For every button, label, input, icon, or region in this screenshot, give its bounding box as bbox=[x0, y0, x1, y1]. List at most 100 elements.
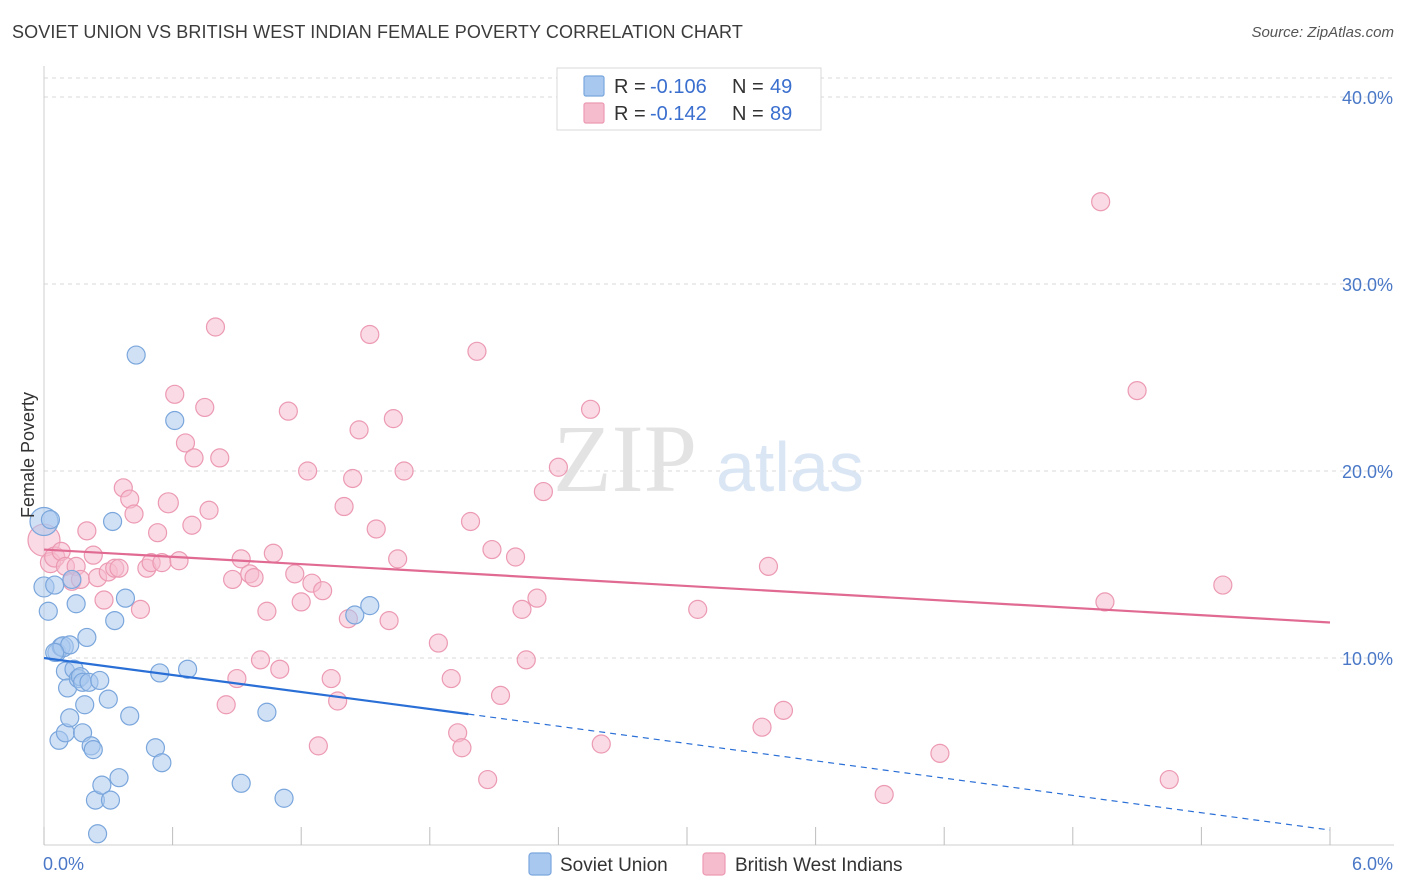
british-west-indians-point bbox=[124, 504, 144, 524]
british-west-indians-point bbox=[591, 734, 611, 754]
series-british-west-indians bbox=[27, 192, 1233, 805]
british-west-indians-point bbox=[441, 668, 461, 689]
soviet-union-point bbox=[102, 511, 123, 532]
bottom-legend-swatch-british-west-indians bbox=[702, 852, 726, 876]
british-west-indians-point bbox=[379, 610, 399, 631]
legend-n-label-pink: N = bbox=[732, 103, 764, 125]
soviet-union-point bbox=[274, 788, 294, 808]
british-west-indians-point bbox=[109, 558, 129, 578]
soviet-union-point bbox=[38, 601, 58, 621]
soviet-union-point bbox=[62, 569, 82, 590]
british-west-indians-point bbox=[231, 549, 251, 569]
british-west-indians-point bbox=[752, 717, 772, 737]
soviet-union-point bbox=[98, 689, 118, 709]
british-west-indians-point bbox=[343, 468, 363, 489]
tick-labels: 10.0% 20.0% 30.0% 40.0% 0.0% 6.0% bbox=[43, 88, 1393, 874]
soviet-union-point bbox=[92, 775, 112, 795]
british-west-indians-point bbox=[383, 409, 403, 429]
british-west-indians-point bbox=[328, 691, 348, 711]
legend-n-value-blue: 49 bbox=[770, 76, 792, 98]
british-west-indians-point bbox=[580, 399, 601, 419]
british-west-indians-point bbox=[334, 496, 354, 517]
soviet-union-point bbox=[45, 575, 65, 595]
british-west-indians-point bbox=[548, 457, 569, 477]
british-west-indians-point bbox=[263, 543, 283, 563]
british-west-indians-point bbox=[77, 521, 97, 541]
soviet-union-point bbox=[345, 605, 365, 625]
legend-n-value-pink: 89 bbox=[770, 103, 792, 125]
bottom-legend-swatch-soviet-union bbox=[528, 852, 552, 876]
y-tick-label: 20.0% bbox=[1342, 462, 1393, 482]
british-west-indians-point bbox=[291, 592, 311, 612]
y-tick-label: 10.0% bbox=[1342, 649, 1393, 669]
y-axis-title: Female Poverty bbox=[18, 392, 38, 518]
british-west-indians-point bbox=[94, 590, 114, 610]
y-tick-label: 40.0% bbox=[1342, 88, 1393, 108]
british-west-indians-point bbox=[1091, 192, 1111, 212]
british-west-indians-point bbox=[195, 397, 215, 418]
british-west-indians-point bbox=[366, 519, 386, 539]
british-west-indians-point bbox=[257, 601, 277, 621]
british-west-indians-point bbox=[169, 551, 189, 571]
british-west-indians-point bbox=[773, 700, 794, 720]
british-west-indians-point bbox=[298, 461, 318, 481]
british-west-indians-point bbox=[321, 668, 341, 689]
soviet-union-point bbox=[360, 596, 380, 616]
watermark: ZIP atlas bbox=[553, 405, 864, 512]
british-west-indians-point bbox=[205, 317, 226, 337]
british-west-indians-point bbox=[688, 599, 708, 619]
british-west-indians-point bbox=[244, 567, 264, 588]
british-west-indians-point bbox=[394, 461, 414, 481]
soviet-union-point bbox=[115, 588, 136, 608]
british-west-indians-point bbox=[505, 547, 526, 567]
soviet-union-trend-line bbox=[43, 656, 469, 716]
british-west-indians-point bbox=[1095, 592, 1115, 612]
british-west-indians-point bbox=[460, 511, 481, 532]
legend-swatch-pink bbox=[583, 102, 605, 124]
bottom-legend-label-soviet-union: Soviet Union bbox=[560, 855, 668, 876]
legend-r-value-pink: -0.142 bbox=[650, 103, 707, 125]
british-west-indians-point bbox=[527, 588, 547, 608]
soviet-union-point bbox=[45, 642, 65, 662]
soviet-union-point bbox=[152, 753, 172, 773]
trend-lines bbox=[43, 548, 1331, 831]
soviet-union-point bbox=[75, 695, 95, 715]
british-west-indians-point bbox=[210, 448, 230, 468]
british-west-indians-point bbox=[360, 324, 380, 345]
british-west-indians-point bbox=[874, 784, 894, 805]
soviet-union-point bbox=[165, 410, 185, 431]
chart-title: SOVIET UNION VS BRITISH WEST INDIAN FEMA… bbox=[12, 22, 743, 42]
british-west-indians-point bbox=[270, 659, 290, 679]
soviet-union-point bbox=[257, 702, 277, 722]
british-west-indians-point bbox=[157, 492, 179, 514]
british-west-indians-point bbox=[182, 515, 202, 535]
soviet-union-point bbox=[40, 510, 61, 530]
soviet-union-trend-extension bbox=[468, 713, 1331, 831]
axes bbox=[43, 66, 1394, 846]
legend-r-label-blue: R = bbox=[614, 76, 646, 98]
soviet-union-point bbox=[87, 824, 108, 844]
soviet-union-point bbox=[109, 768, 129, 788]
british-west-indians-point bbox=[130, 599, 151, 619]
british-west-indians-point bbox=[184, 448, 204, 468]
british-west-indians-point bbox=[482, 539, 502, 560]
soviet-union-point bbox=[105, 610, 125, 631]
legend-swatch-blue bbox=[583, 75, 605, 97]
british-west-indians-point bbox=[250, 650, 271, 670]
watermark-zip: ZIP bbox=[553, 405, 697, 512]
watermark-atlas: atlas bbox=[716, 428, 864, 506]
bottom-legend-label-british-west-indians: British West Indians bbox=[735, 855, 903, 876]
x-tick-label-max: 6.0% bbox=[1352, 854, 1393, 874]
stats-legend: R = -0.106 N = 49 R = -0.142 N = 89 bbox=[556, 67, 822, 131]
soviet-union-point bbox=[66, 594, 86, 614]
soviet-union-point bbox=[83, 740, 103, 760]
soviet-union-point bbox=[178, 659, 198, 679]
british-west-indians-point bbox=[216, 695, 236, 715]
british-west-indians-trend-line bbox=[43, 548, 1331, 624]
british-west-indians-point bbox=[1213, 575, 1233, 595]
british-west-indians-point bbox=[428, 633, 448, 653]
british-west-indians-point bbox=[490, 685, 511, 706]
y-tick-label: 30.0% bbox=[1342, 275, 1393, 295]
british-west-indians-point bbox=[478, 769, 498, 790]
